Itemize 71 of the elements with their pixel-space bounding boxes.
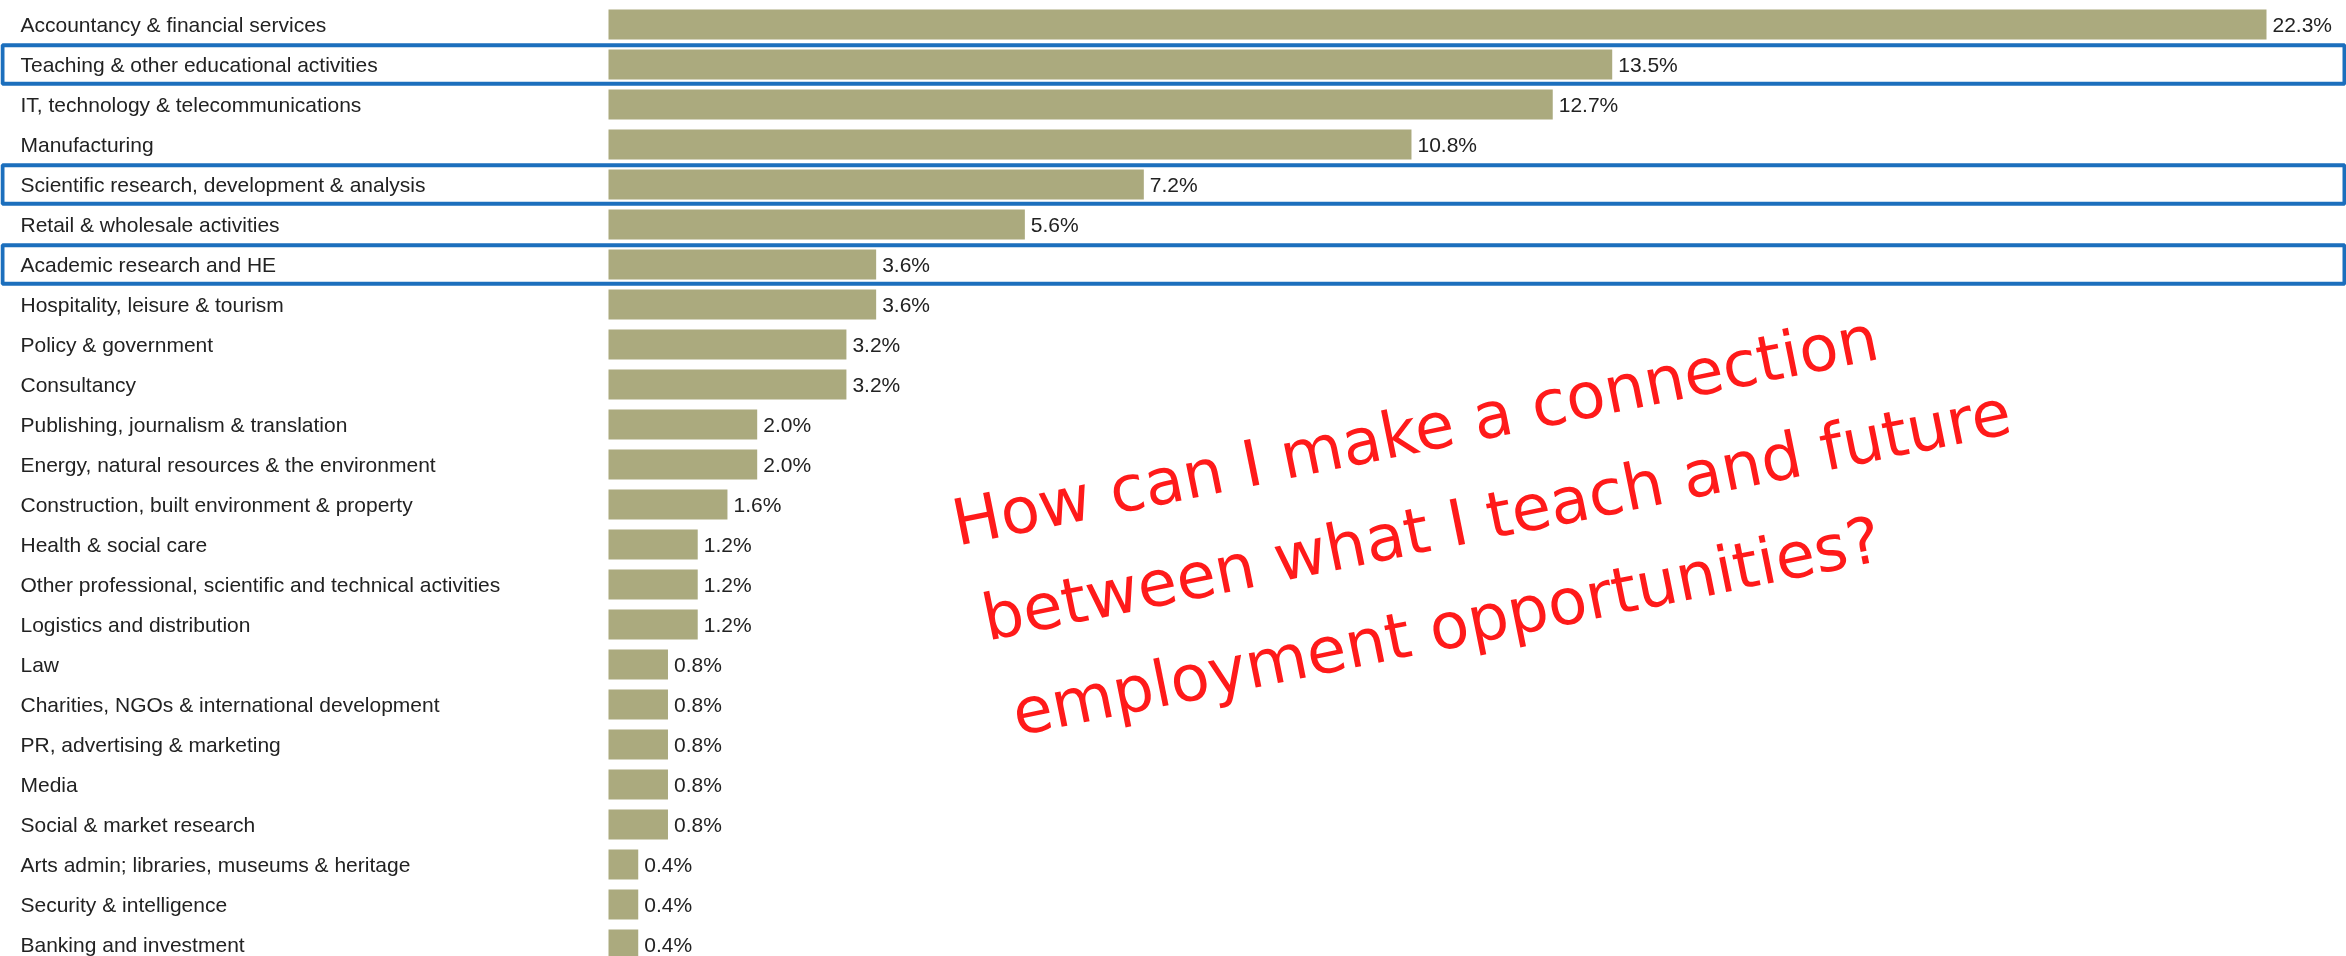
data-label: 1.2% — [703, 533, 752, 556]
y-tick-label: Banking and investment — [20, 933, 245, 956]
data-label: 10.8% — [1417, 133, 1478, 156]
y-tick-label: Scientific research, development & analysis — [20, 173, 426, 196]
bar — [608, 249, 877, 280]
bar — [608, 729, 668, 760]
data-label: 22.3% — [2272, 13, 2333, 36]
data-label: 0.8% — [673, 813, 722, 836]
y-tick-label: Charities, NGOs & international development — [20, 693, 440, 716]
y-tick-label: Consultancy — [20, 373, 137, 396]
data-label: 2.0% — [763, 453, 812, 476]
y-tick-label: Construction, built environment & property — [20, 493, 414, 516]
data-label: 0.8% — [673, 773, 722, 796]
data-label: 0.4% — [644, 893, 693, 916]
data-label: 1.2% — [703, 613, 752, 636]
y-tick-label: Hospitality, leisure & tourism — [20, 293, 284, 316]
y-tick-label: Publishing, journalism & translation — [20, 413, 348, 436]
bar — [608, 209, 1025, 240]
y-tick-label: Security & intelligence — [20, 893, 228, 916]
y-tick-label: Manufacturing — [20, 133, 154, 156]
y-tick-label: Energy, natural resources & the environment — [20, 453, 436, 476]
bar — [608, 329, 847, 360]
y-tick-label: Health & social care — [20, 533, 208, 556]
data-label: 3.2% — [852, 373, 901, 396]
y-tick-label: Accountancy & financial services — [20, 13, 327, 36]
data-label: 13.5% — [1618, 53, 1678, 76]
data-label: 0.8% — [673, 733, 722, 756]
y-tick-label: Law — [20, 653, 60, 676]
bar — [608, 569, 698, 600]
data-label: 0.4% — [644, 853, 693, 876]
y-tick-label: Academic research and HE — [20, 253, 277, 276]
data-label: 3.6% — [882, 253, 931, 276]
y-tick-label: Policy & government — [20, 333, 214, 356]
data-label: 7.2% — [1149, 173, 1198, 196]
y-tick-label: Logistics and distribution — [20, 613, 251, 636]
bar — [608, 409, 758, 440]
bar — [608, 769, 668, 800]
bar — [608, 49, 1613, 80]
y-tick-label: Teaching & other educational activities — [20, 53, 378, 76]
data-label: 5.6% — [1030, 213, 1079, 236]
data-label: 1.6% — [733, 493, 782, 516]
y-tick-label: Retail & wholesale activities — [20, 213, 280, 236]
y-tick-label: Arts admin; libraries, museums & heritage — [20, 853, 411, 876]
bar — [608, 369, 847, 400]
data-label: 1.2% — [703, 573, 752, 596]
y-tick-label: Media — [20, 773, 79, 796]
bar — [608, 609, 698, 640]
data-label: 3.6% — [882, 293, 931, 316]
data-label: 3.2% — [852, 333, 901, 356]
data-label: 2.0% — [763, 413, 812, 436]
bar — [608, 849, 639, 880]
bar — [608, 529, 698, 560]
data-label: 12.7% — [1558, 93, 1619, 116]
bar — [608, 129, 1412, 160]
y-tick-label: Social & market research — [20, 813, 256, 836]
bar — [608, 449, 758, 480]
bar — [608, 169, 1144, 200]
data-label: 0.8% — [673, 653, 722, 676]
bar — [608, 809, 668, 840]
bar — [608, 9, 2267, 40]
bar — [608, 649, 668, 680]
data-label: 0.8% — [673, 693, 722, 716]
y-tick-label: PR, advertising & marketing — [20, 733, 281, 756]
y-tick-label: IT, technology & telecommunications — [20, 93, 362, 116]
bar — [608, 489, 728, 520]
bar — [608, 89, 1553, 120]
y-tick-label: Other professional, scientific and technical activities — [20, 573, 501, 596]
bar — [608, 889, 639, 920]
data-label: 0.4% — [644, 933, 693, 956]
bar — [608, 289, 877, 320]
bar — [608, 689, 668, 720]
